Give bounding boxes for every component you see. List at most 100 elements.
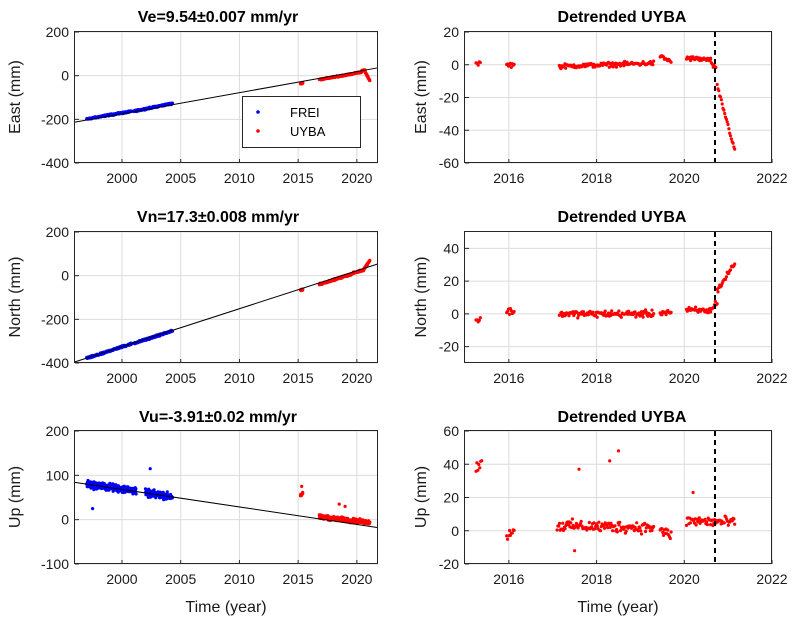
y-tick-label: 0 <box>451 306 459 322</box>
panel-north-detrended: Detrended UYBA North (mm) 2016 2018 2020 20… <box>413 209 788 386</box>
data-point-uyba <box>478 60 482 65</box>
panel-east-detrended: Detrended UYBA East (mm) 2016 2018 2020 202… <box>413 9 788 186</box>
data-point-uyba <box>725 120 729 124</box>
data-point-uyba <box>598 529 603 533</box>
data-point-uyba <box>733 147 737 151</box>
y-tick-label: 200 <box>46 224 70 240</box>
data-point-uyba <box>709 310 713 314</box>
data-point-uyba <box>687 305 691 310</box>
data-point-uyba <box>478 316 482 320</box>
y-tick-label: 0 <box>61 268 69 284</box>
panel-up-velocity: Vu=-3.91±0.02 mm/yr Up (mm) Time (year) … <box>7 409 379 616</box>
x-tick-label: 2018 <box>581 370 612 386</box>
data-point-uyba <box>641 315 645 319</box>
data-point-uyba <box>368 520 372 524</box>
x-tick-label: 2010 <box>224 571 255 587</box>
data-point-uyba <box>638 314 642 318</box>
x-axis-label: Time (year) <box>577 599 658 616</box>
data-point-uyba <box>704 308 709 312</box>
y-tick-label: -200 <box>41 311 69 327</box>
axes-box <box>74 31 378 163</box>
y-tick-label: -400 <box>41 355 69 371</box>
data-point-uyba <box>643 529 648 534</box>
axes-box <box>464 430 772 564</box>
data-point-uyba <box>569 521 573 525</box>
data-point-uyba <box>726 523 730 527</box>
panel-title: Detrended UYBA <box>558 209 687 226</box>
data-point-uyba <box>719 98 724 102</box>
data-point-uyba <box>643 521 647 526</box>
x-tick-label: 2005 <box>165 170 196 186</box>
data-point-uyba <box>660 527 664 531</box>
data-point-frei <box>148 467 152 471</box>
axes-box <box>74 430 378 564</box>
data-point-uyba <box>715 82 719 87</box>
x-tick-label: 2020 <box>341 170 372 186</box>
data-point-uyba <box>610 309 614 313</box>
data-point-uyba <box>557 524 561 528</box>
panel-title: Detrended UYBA <box>558 409 687 426</box>
data-marks <box>74 258 379 363</box>
grid <box>75 231 378 364</box>
x-tick-label: 2020 <box>341 370 372 386</box>
y-axis-label: Up (mm) <box>413 466 430 528</box>
x-axis-label: Time (year) <box>185 599 266 616</box>
data-point-uyba <box>619 529 623 533</box>
data-point-uyba <box>576 316 580 320</box>
y-tick-label: -20 <box>439 556 459 572</box>
tick-labels: 2000 2005 2010 2015 2020 -400 -200 0 200 <box>41 224 373 386</box>
axes-box <box>464 31 772 163</box>
data-marks <box>474 232 737 363</box>
data-point-uyba <box>634 315 638 319</box>
data-point-uyba <box>713 299 717 303</box>
axes-box <box>464 231 772 363</box>
legend: FREI UYBA <box>242 96 361 148</box>
data-point-uyba <box>480 459 484 463</box>
data-point-uyba <box>732 517 736 521</box>
data-point-uyba <box>726 122 730 127</box>
x-tick-label: 2020 <box>669 571 700 587</box>
data-point-uyba <box>561 521 565 525</box>
data-point-uyba <box>668 536 672 541</box>
y-axis-label: North (mm) <box>7 257 24 338</box>
y-tick-label: -200 <box>41 111 69 127</box>
data-point-frei <box>122 484 126 488</box>
x-tick-label: 2000 <box>106 571 137 587</box>
data-point-uyba <box>555 528 559 532</box>
panel-title: Ve=9.54±0.007 mm/yr <box>138 9 298 26</box>
data-point-uyba <box>606 526 610 530</box>
data-point-uyba <box>733 262 737 266</box>
x-tick-label: 2016 <box>493 170 524 186</box>
data-point-uyba <box>602 526 607 530</box>
x-tick-label: 2005 <box>165 571 196 587</box>
data-point-uyba <box>719 284 724 288</box>
data-point-uyba <box>688 521 693 525</box>
data-point-uyba <box>579 519 583 524</box>
data-point-uyba <box>723 111 727 116</box>
y-tick-label: -20 <box>439 339 459 355</box>
data-marks <box>74 467 379 529</box>
data-point-frei <box>165 490 169 494</box>
data-point-uyba <box>506 537 510 541</box>
data-point-uyba <box>705 523 710 527</box>
data-point-uyba <box>594 313 598 317</box>
x-tick-label: 2022 <box>756 170 787 186</box>
y-tick-label: 20 <box>443 273 459 289</box>
x-tick-label: 2016 <box>493 571 524 587</box>
data-point-uyba <box>512 62 516 66</box>
data-point-uyba <box>615 530 620 534</box>
data-point-uyba <box>636 529 640 533</box>
tick-labels: 2000 2005 2010 2015 2020 -400 -200 0 200 <box>41 24 373 186</box>
data-point-uyba <box>703 517 707 521</box>
data-point-uyba <box>477 318 481 322</box>
data-point-uyba <box>581 310 586 314</box>
data-point-uyba <box>577 467 581 471</box>
data-point-uyba <box>595 315 599 319</box>
data-point-uyba <box>709 57 713 62</box>
y-tick-label: -40 <box>439 122 459 138</box>
data-point-uyba <box>563 527 567 531</box>
data-marks <box>74 67 379 123</box>
data-point-uyba <box>590 525 594 529</box>
data-point-uyba <box>512 310 516 314</box>
data-point-uyba <box>639 310 644 314</box>
